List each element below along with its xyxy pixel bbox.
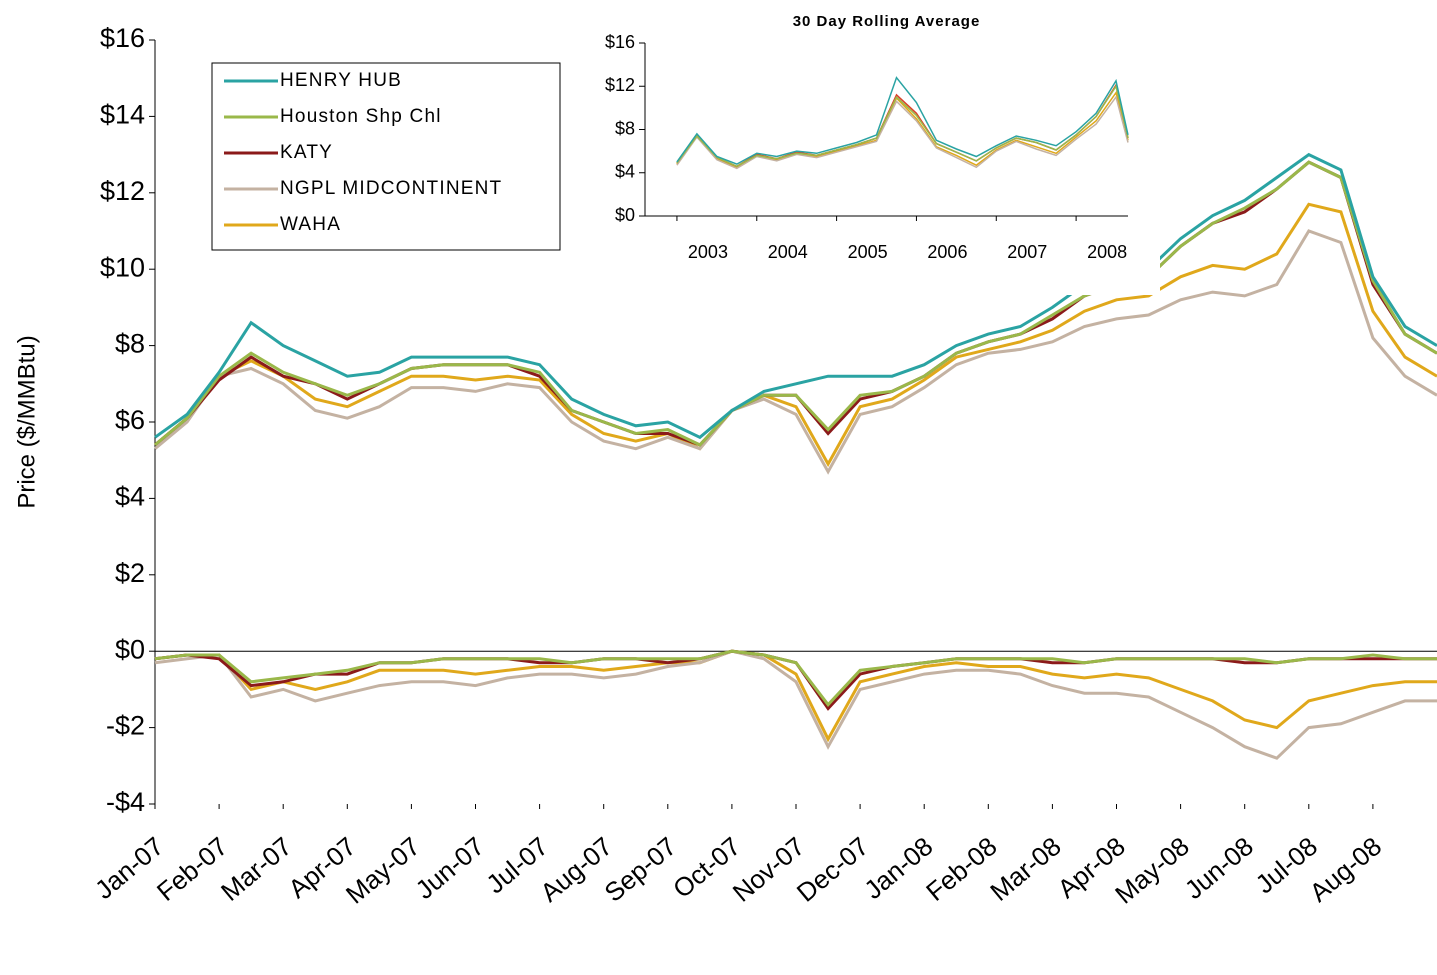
- y-tick-label: $4: [615, 162, 635, 182]
- x-tick-label: 2003: [688, 242, 728, 262]
- series-line: [676, 76, 1129, 165]
- y-tick-label: $14: [100, 100, 145, 130]
- x-tick-label: 2004: [768, 242, 808, 262]
- x-tick-label: Aug-08: [1304, 831, 1388, 908]
- x-tick-label: Dec-07: [791, 831, 874, 908]
- legend-label: WAHA: [280, 214, 341, 235]
- x-tick-label: Jun-08: [1179, 831, 1259, 905]
- x-tick-label: Nov-07: [727, 831, 810, 908]
- legend-label: NGPL MIDCONTINENT: [280, 178, 502, 199]
- y-tick-label: $4: [115, 482, 145, 512]
- x-tick-label: May-07: [340, 831, 426, 910]
- y-tick-label: $8: [115, 329, 145, 359]
- series-line: [154, 649, 1437, 708]
- y-tick-label: $10: [100, 252, 145, 282]
- y-tick-label: $0: [115, 634, 145, 664]
- series-line: [154, 160, 1437, 447]
- x-tick-label: Mar-07: [215, 831, 297, 907]
- y-tick-label: $12: [100, 176, 145, 206]
- inset-background: [608, 0, 1160, 295]
- x-tick-label: Aug-07: [534, 831, 618, 908]
- x-tick-label: Feb-08: [920, 831, 1002, 907]
- y-tick-label: -$4: [106, 787, 145, 817]
- y-tick-label: $16: [605, 32, 635, 52]
- x-tick-label: May-08: [1109, 831, 1195, 910]
- legend-label: HENRY HUB: [280, 70, 402, 91]
- series-line: [676, 95, 1129, 170]
- legend-label: Houston Shp Chl: [280, 106, 442, 127]
- y-tick-label: -$2: [106, 711, 145, 741]
- series-line: [154, 649, 1437, 760]
- legend-box: [211, 62, 561, 251]
- y-tick-label: $8: [615, 118, 635, 138]
- x-tick-label: Jan-07: [89, 831, 169, 905]
- y-axis-label: Price ($/MMBtu): [13, 335, 40, 508]
- x-tick-label: Feb-07: [151, 831, 233, 907]
- series-line: [154, 229, 1437, 475]
- y-tick-label: $6: [115, 405, 145, 435]
- series-line: [154, 152, 1437, 440]
- x-tick-label: Jan-08: [858, 831, 938, 905]
- legend-label: KATY: [280, 142, 333, 163]
- x-tick-label: 2007: [1007, 242, 1047, 262]
- x-tick-label: 2008: [1087, 242, 1127, 262]
- chart-title: 30 Day Rolling Average: [793, 13, 981, 30]
- x-tick-label: Jun-07: [410, 831, 490, 905]
- x-tick-label: Sep-07: [599, 831, 683, 908]
- x-tick-label: 2005: [848, 242, 888, 262]
- series-line: [676, 84, 1129, 168]
- series-line: [154, 649, 1437, 743]
- y-tick-label: $16: [100, 23, 145, 53]
- x-tick-label: 2006: [927, 242, 967, 262]
- series-line: [154, 202, 1437, 468]
- y-tick-label: $12: [605, 75, 635, 95]
- y-tick-label: $2: [115, 558, 145, 588]
- y-tick-label: $0: [615, 205, 635, 225]
- x-tick-label: Mar-08: [984, 831, 1066, 907]
